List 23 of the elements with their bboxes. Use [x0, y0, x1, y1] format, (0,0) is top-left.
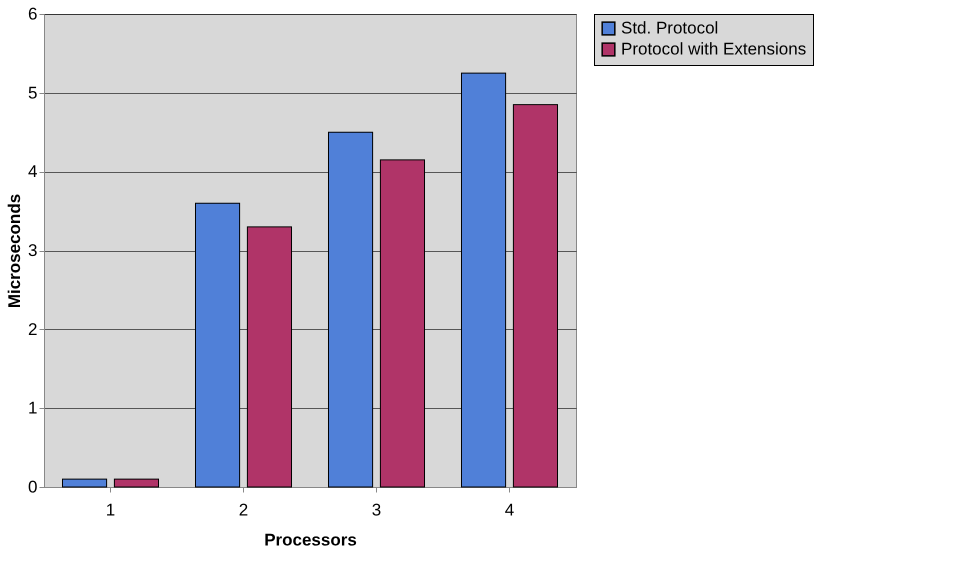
bar — [246, 226, 292, 488]
y-tick-label: 4 — [28, 162, 38, 182]
bar — [512, 104, 558, 488]
y-tick-label: 2 — [28, 320, 38, 339]
x-tick-label: 1 — [106, 500, 116, 520]
bar — [380, 159, 426, 488]
bar — [194, 202, 240, 488]
legend-label: Protocol with Extensions — [621, 40, 806, 58]
x-axis-title: Processors — [264, 530, 357, 550]
bar — [62, 478, 108, 488]
bar — [460, 72, 506, 488]
y-tick-label: 5 — [28, 83, 38, 102]
legend-label: Std. Protocol — [621, 18, 718, 38]
x-tick-label: 4 — [504, 500, 514, 520]
x-tick-label: 2 — [238, 500, 248, 520]
y-tick-label: 1 — [28, 398, 38, 418]
y-tick-label: 3 — [28, 241, 38, 260]
bar — [114, 478, 160, 488]
x-tick-label: 3 — [372, 500, 382, 520]
bar — [328, 132, 374, 488]
y-tick-label: 0 — [28, 478, 38, 496]
y-axis-title: Microseconds — [5, 194, 24, 308]
y-tick-label: 6 — [28, 4, 38, 24]
